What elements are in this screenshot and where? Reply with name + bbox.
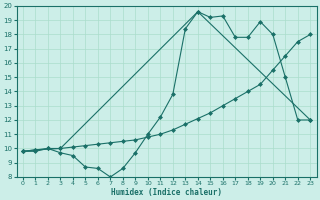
X-axis label: Humidex (Indice chaleur): Humidex (Indice chaleur) [111,188,222,197]
